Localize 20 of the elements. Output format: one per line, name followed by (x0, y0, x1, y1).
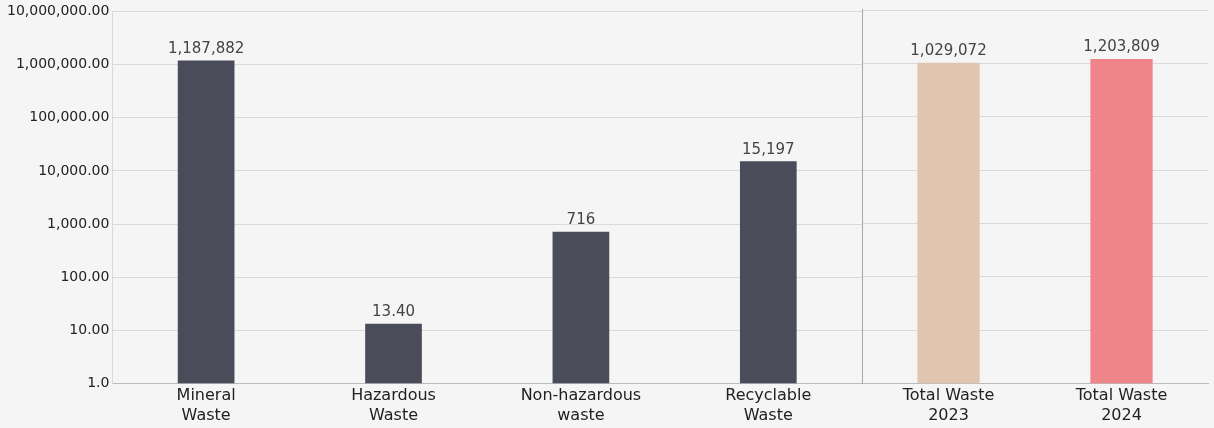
x-tick-label: Recyclable Waste (725, 385, 812, 424)
data-label: 15,197 (742, 139, 795, 158)
x-tick-label: Non-hazardous waste (520, 385, 642, 424)
x-tick-label: Hazardous Waste (351, 385, 436, 424)
y-tick-label: 10,000,000.00 (6, 2, 110, 19)
y-tick-label: 1,000,000.00 (15, 55, 110, 72)
y-tick-label: 10.00 (69, 321, 110, 338)
x-tick-label: Total Waste 2024 (1074, 385, 1168, 424)
data-label: 716 (566, 210, 596, 229)
x-tick-label: Total Waste 2023 (901, 385, 995, 424)
y-tick-label: 10,000.00 (38, 161, 110, 178)
data-label: 13.40 (372, 302, 415, 321)
y-tick-label: 1,000.00 (47, 214, 110, 231)
y-tick-label: 100.00 (60, 267, 110, 284)
y-tick-label: 1.0 (87, 374, 110, 391)
data-label: 1,029,072 (910, 41, 987, 60)
data-label: 1,203,809 (1083, 37, 1160, 56)
data-label: 1,187,882 (167, 38, 245, 57)
x-tick-label: Mineral Waste (176, 385, 236, 424)
y-tick-label: 100,000.00 (29, 108, 110, 125)
